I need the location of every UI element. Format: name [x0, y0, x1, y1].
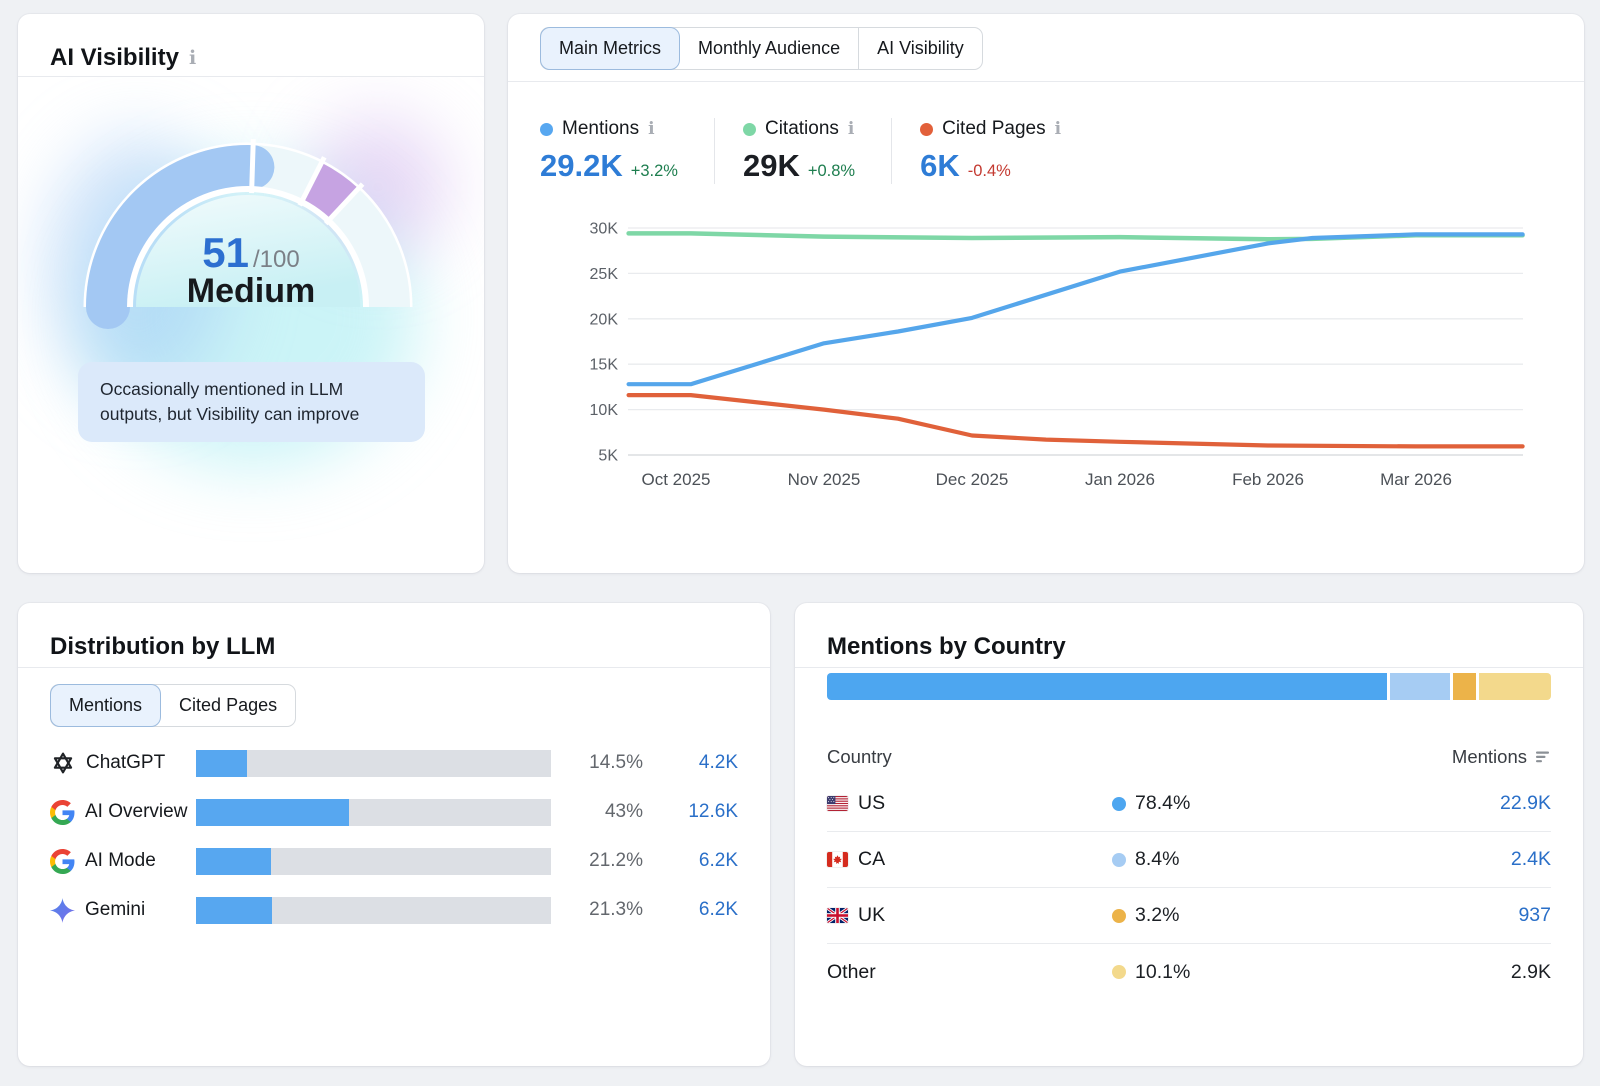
gauge-level-label: Medium [186, 272, 316, 310]
column-country: Country [827, 746, 892, 767]
tab-mentions[interactable]: Mentions [51, 685, 161, 726]
divider [795, 667, 1583, 668]
mentions-delta: +3.2% [630, 162, 678, 180]
llm-value-link[interactable]: 4.2K [698, 752, 738, 773]
info-icon[interactable]: i [648, 119, 655, 139]
tab-main-metrics[interactable]: Main Metrics [541, 28, 680, 69]
country-row-us: US 78.4% 22.9K [827, 776, 1551, 832]
ca-dot [1112, 852, 1126, 867]
column-mentions: Mentions [1451, 746, 1527, 767]
us-dot [1112, 796, 1126, 811]
svg-text:5K: 5K [598, 448, 618, 465]
info-icon[interactable]: i [188, 47, 197, 69]
main-metrics-card: Main Metrics Monthly Audience AI Visibil… [508, 14, 1584, 573]
kpi-cited-pages: Cited Pages i 6K -0.4% [920, 118, 1062, 183]
tab-ai-visibility[interactable]: AI Visibility [858, 28, 982, 69]
llm-bar-track [196, 749, 551, 777]
gauge-score: 51 [202, 229, 249, 276]
svg-text:25K: 25K [590, 266, 619, 283]
distribution-by-llm-card: Distribution by LLM Mentions Cited Pages… [18, 603, 770, 1066]
divider [18, 76, 484, 77]
llm-row-ai-mode: AI Mode 21.2% 6.2K [50, 847, 738, 875]
llm-value-link[interactable]: 6.2K [698, 850, 738, 871]
cited-pages-value: 6K [920, 148, 960, 183]
svg-text:20K: 20K [590, 311, 619, 328]
llm-bar-track [196, 847, 551, 875]
mentions-value: 29.2K [540, 148, 623, 183]
country-bar-segment-other [1478, 673, 1551, 700]
info-icon[interactable]: i [1054, 119, 1062, 139]
llm-row-ai-overview: AI Overview 43% 12.6K [50, 798, 738, 826]
llm-percent: 21.3% [589, 899, 643, 920]
country-bar-segment-ca [1390, 673, 1450, 700]
mentions-dot [540, 122, 553, 136]
country-value-link[interactable]: 22.9K [1500, 792, 1551, 814]
llm-bar-track [196, 896, 551, 924]
metrics-line-chart: 5K 10K 15K 20K 25K 30K Oct 2025 Nov 2025 Dec 202… [590, 221, 1525, 489]
citations-dot [742, 122, 756, 136]
svg-text:Dec 2025: Dec 2025 [936, 470, 1009, 489]
tab-cited-pages[interactable]: Cited Pages [179, 695, 278, 715]
svg-text:10K: 10K [590, 402, 619, 419]
cited-pages-delta: -0.4% [967, 162, 1011, 180]
gauge-arc [83, 139, 413, 329]
svg-text:15K: 15K [590, 357, 619, 374]
chatgpt-icon [53, 752, 73, 774]
gauge-marker-segment [300, 162, 359, 222]
kpi-citations: Citations i 29K +0.8% [742, 118, 893, 184]
gauge-description: Occasionally mentioned in LLM outputs, b… [78, 362, 425, 442]
country-bar-segment-uk [1453, 673, 1476, 700]
ca-flag-icon [827, 852, 848, 867]
llm-bar-track [196, 798, 551, 826]
citations-delta: +0.8% [807, 162, 856, 180]
google-icon [50, 848, 75, 874]
visibility-gauge: 51/100 Medium Occasionally mentioned in … [18, 77, 484, 573]
country-card-title: Mentions by Country [827, 633, 1066, 660]
gauge-score-max: /100 [253, 246, 300, 273]
svg-text:Jan 2026: Jan 2026 [1085, 470, 1155, 489]
metrics-tab-group: Main Metrics Monthly Audience AI Visibil… [540, 27, 983, 70]
llm-percent: 14.5% [589, 752, 643, 773]
kpi-row: Mentions i 29.2K +3.2% Citations i 29K +… [540, 95, 1552, 207]
llm-value-link[interactable]: 6.2K [698, 899, 738, 920]
gemini-icon [50, 897, 75, 923]
tab-monthly-audience[interactable]: Monthly Audience [698, 38, 841, 58]
country-value-link[interactable]: 937 [1518, 904, 1551, 926]
country-row-other: Other 10.1% 2.9K [827, 960, 1551, 983]
llm-percent: 43% [604, 801, 643, 822]
llm-value-link[interactable]: 12.6K [688, 801, 738, 822]
country-row-uk: UK 3.2% 937 [827, 888, 1551, 944]
llm-tab-group: Mentions Cited Pages [50, 684, 297, 727]
info-icon[interactable]: i [847, 119, 855, 139]
other-dot [1112, 965, 1126, 979]
divider [508, 81, 1584, 82]
us-flag-icon [827, 796, 848, 811]
llm-percent: 21.2% [589, 850, 643, 871]
svg-text:Nov 2025: Nov 2025 [788, 470, 861, 489]
citations-value: 29K [742, 148, 800, 183]
country-row-ca: CA 8.4% 2.4K [827, 832, 1551, 888]
llm-card-title: Distribution by LLM [50, 633, 276, 660]
svg-text:Mar 2026: Mar 2026 [1380, 470, 1452, 489]
country-value-link[interactable]: 2.4K [1510, 848, 1551, 870]
ai-visibility-card: AI Visibility i 51/100 Medium Oc [18, 14, 484, 573]
llm-row-gemini: Gemini 21.3% 6.2K [50, 896, 738, 924]
ai-visibility-title: AI Visibility [50, 44, 179, 71]
uk-dot [1112, 908, 1126, 923]
cited-pages-dot [920, 122, 934, 136]
google-icon [50, 799, 75, 825]
country-stacked-bar [827, 673, 1551, 700]
mentions-by-country-card: Mentions by Country Country Mentions US … [795, 603, 1583, 1066]
country-bar-segment-us [827, 673, 1387, 700]
gauge-filled-segment [86, 145, 275, 329]
svg-text:Feb 2026: Feb 2026 [1232, 470, 1304, 489]
sort-icon[interactable] [1535, 750, 1551, 764]
svg-text:Oct 2025: Oct 2025 [642, 470, 711, 489]
kpi-mentions: Mentions i 29.2K +3.2% [540, 118, 715, 184]
uk-flag-icon [827, 908, 848, 923]
svg-text:30K: 30K [590, 221, 619, 238]
divider [18, 667, 770, 668]
country-value: 2.9K [1510, 960, 1551, 983]
llm-row-chatgpt: ChatGPT 14.5% 4.2K [50, 749, 738, 777]
